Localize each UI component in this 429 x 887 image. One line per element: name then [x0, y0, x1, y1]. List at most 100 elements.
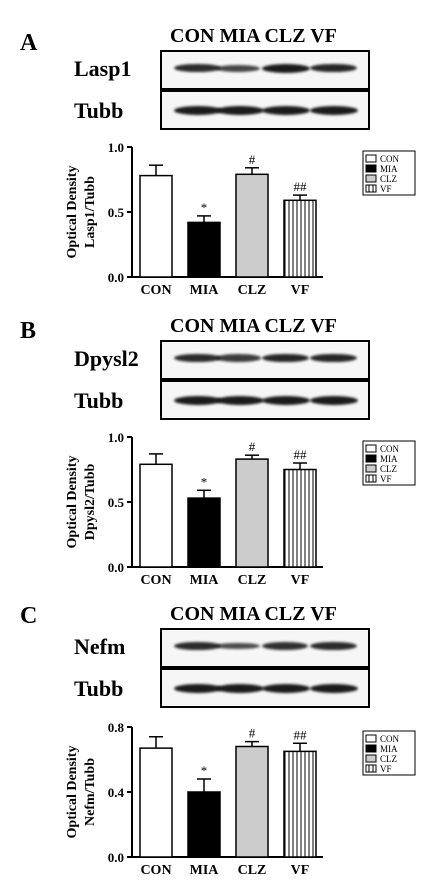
loading-band — [216, 395, 264, 405]
legend-swatch — [365, 454, 377, 463]
y-tick-label: 0.5 — [108, 495, 125, 510]
legend-label: CLZ — [380, 754, 397, 764]
bar — [187, 791, 221, 858]
y-tick-label: 0.0 — [108, 850, 124, 865]
y-tick-label: 0.8 — [108, 720, 125, 735]
y-axis-label: Optical Density — [65, 166, 80, 259]
protein-band — [262, 353, 310, 363]
loading-band — [216, 105, 264, 115]
bar-chart: 0.0 0.5 1.0 Optical Density Lasp1/Tubb CON * MI… — [65, 140, 416, 298]
loading-band — [216, 683, 264, 693]
legend-swatch — [365, 164, 377, 173]
protein-label: Lasp1 — [74, 56, 132, 81]
y-axis-label: Optical Density — [65, 746, 80, 839]
bar-chart: 0.0 0.4 0.8 Optical Density Nefm/Tubb CON * MIA… — [65, 720, 416, 878]
loading-band — [310, 105, 358, 115]
protein-band — [216, 354, 262, 362]
panel-letter: C — [20, 603, 38, 629]
legend-swatch — [365, 734, 377, 743]
x-tick-label: MIA — [190, 863, 220, 878]
loading-label: Tubb — [74, 388, 124, 413]
protein-band — [174, 353, 221, 363]
x-tick-label: VF — [291, 573, 310, 588]
significance-label: # — [249, 726, 256, 741]
loading-band — [262, 683, 310, 693]
x-tick-label: CLZ — [238, 573, 267, 588]
x-tick-label: CON — [140, 283, 171, 298]
significance-label: * — [201, 763, 208, 778]
bar — [139, 463, 173, 568]
x-tick-label: CLZ — [238, 283, 267, 298]
legend-swatch — [365, 444, 377, 453]
protein-band — [174, 63, 221, 73]
y-axis-label: Optical Density — [65, 456, 80, 549]
significance-label: ## — [294, 447, 308, 462]
loading-band — [310, 683, 358, 693]
bar — [235, 173, 269, 278]
y-tick-label: 1.0 — [108, 140, 124, 155]
y-tick-label: 0.5 — [108, 205, 125, 220]
y-tick-label: 1.0 — [108, 430, 124, 445]
x-tick-label: MIA — [190, 573, 220, 588]
legend-label: CON — [380, 444, 400, 454]
protein-band — [216, 64, 261, 72]
loading-band — [310, 395, 358, 405]
protein-band — [174, 641, 221, 651]
bar — [187, 497, 221, 568]
legend-label: MIA — [380, 744, 398, 754]
protein-label: Dpysl2 — [74, 346, 139, 371]
lane-header: CON MIA CLZ VF — [170, 603, 337, 625]
x-tick-label: CLZ — [238, 863, 267, 878]
legend-swatch — [365, 184, 377, 193]
legend-label: MIA — [380, 454, 398, 464]
legend-swatch — [365, 174, 377, 183]
x-tick-label: VF — [291, 283, 310, 298]
protein-band — [310, 63, 358, 73]
protein-label: Nefm — [74, 634, 126, 659]
protein-band — [216, 642, 260, 650]
protein-band — [310, 353, 358, 363]
bar-chart: 0.0 0.5 1.0 Optical Density Dpysl2/Tubb CON * M… — [65, 430, 416, 588]
legend-label: CON — [380, 154, 400, 164]
legend-label: VF — [380, 474, 392, 484]
loading-band — [174, 683, 222, 693]
legend-label: CON — [380, 734, 400, 744]
legend-label: VF — [380, 764, 392, 774]
x-tick-label: CON — [140, 573, 171, 588]
significance-label: ## — [294, 179, 308, 194]
legend-swatch — [365, 744, 377, 753]
x-tick-label: MIA — [190, 283, 220, 298]
bar — [139, 174, 173, 278]
legend-swatch — [365, 474, 377, 483]
panel-letter: B — [20, 318, 37, 344]
y-axis-label: Lasp1/Tubb — [83, 176, 98, 248]
y-tick-label: 0.0 — [108, 270, 124, 285]
x-tick-label: CON — [140, 863, 171, 878]
lane-header: CON MIA CLZ VF — [170, 25, 337, 47]
legend-label: CLZ — [380, 174, 397, 184]
loading-band — [262, 105, 310, 115]
legend-label: CLZ — [380, 464, 397, 474]
bar — [187, 221, 221, 278]
protein-band — [310, 641, 357, 651]
panel-letter: A — [20, 30, 38, 56]
significance-label: # — [249, 152, 256, 167]
legend-label: MIA — [380, 164, 398, 174]
y-tick-label: 0.4 — [108, 785, 125, 800]
legend-label: VF — [380, 184, 392, 194]
legend-swatch — [365, 764, 377, 773]
x-tick-label: VF — [291, 863, 310, 878]
loading-label: Tubb — [74, 676, 124, 701]
bar — [235, 745, 269, 858]
protein-band — [262, 63, 310, 73]
bar — [139, 747, 173, 858]
loading-band — [262, 395, 310, 405]
protein-band — [262, 642, 309, 650]
legend-swatch — [365, 754, 377, 763]
loading-band — [174, 395, 222, 405]
loading-label: Tubb — [74, 98, 124, 123]
bar — [283, 199, 317, 278]
y-axis-label: Dpysl2/Tubb — [83, 464, 98, 541]
significance-label: # — [249, 439, 256, 454]
y-axis-label: Nefm/Tubb — [83, 758, 98, 826]
